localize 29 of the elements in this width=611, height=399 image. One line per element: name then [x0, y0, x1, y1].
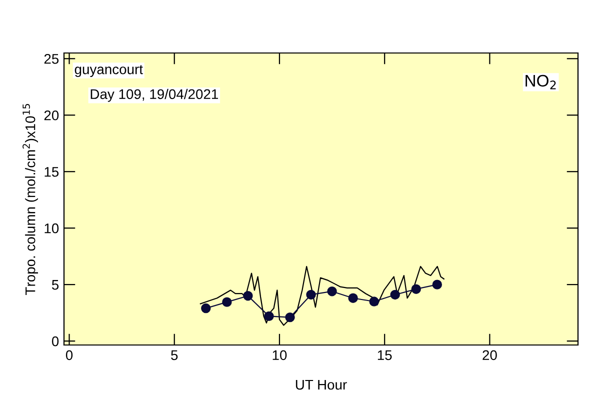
y-tick-label: 10 — [44, 223, 59, 234]
x-axis-title: UT Hour — [296, 380, 347, 390]
point — [348, 293, 358, 303]
point — [432, 280, 442, 290]
annotation: NO$_{2}$ — [526, 74, 556, 90]
point — [264, 311, 274, 322]
x-tick-label: 20 — [482, 350, 497, 360]
point — [306, 290, 316, 300]
y-tick-label: 0 — [52, 336, 59, 346]
y-axis-title: Tropo. column (mol./cm$^{2}$)x10$^{15}$ — [22, 104, 38, 295]
point — [369, 296, 379, 306]
point — [243, 291, 253, 301]
point — [390, 290, 400, 300]
point — [285, 312, 295, 322]
x-tick-label: 10 — [272, 350, 287, 360]
y-tick-label: 25 — [44, 54, 59, 64]
line-series — [200, 266, 444, 326]
x-tick-label: 15 — [378, 350, 392, 360]
point — [201, 303, 211, 314]
point — [411, 284, 421, 294]
annotation: guyancourt — [74, 65, 143, 77]
point — [222, 297, 232, 307]
x-tick-label: 5 — [171, 350, 178, 360]
y-tick-label: 15 — [44, 167, 59, 177]
x-tick-label: 0 — [66, 350, 73, 360]
point — [327, 286, 337, 296]
y-tick-label: 20 — [44, 110, 59, 120]
annotation: Day 109, 19/04/2021 — [90, 88, 218, 102]
y-tick-label: 5 — [52, 280, 59, 290]
